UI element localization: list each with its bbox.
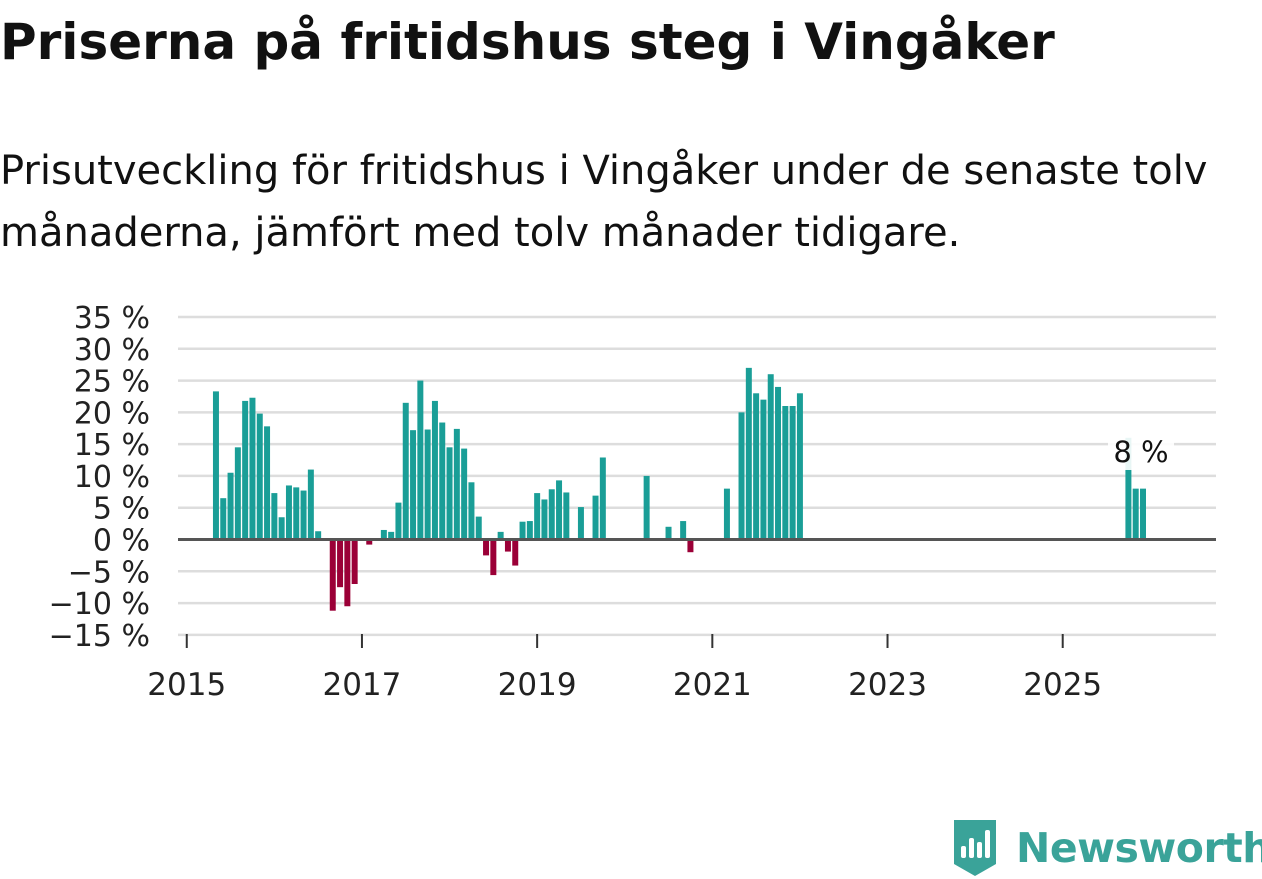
bar <box>402 402 409 540</box>
y-tick-label: 30 % <box>74 333 150 368</box>
bar <box>475 516 482 540</box>
bar <box>417 380 424 540</box>
bar <box>300 490 307 540</box>
x-tick-label: 2015 <box>147 667 226 703</box>
bar <box>775 386 782 540</box>
bar <box>212 391 219 540</box>
bar <box>242 400 249 540</box>
bar <box>760 399 767 540</box>
y-tick-label: −10 % <box>49 587 150 622</box>
bar <box>329 539 336 611</box>
bar <box>599 457 606 540</box>
bar <box>723 488 730 540</box>
x-tick-label: 2025 <box>1023 667 1102 703</box>
bar <box>519 521 526 540</box>
bar <box>789 406 796 540</box>
bar <box>366 539 373 545</box>
y-tick-label: 0 % <box>93 524 150 559</box>
bar <box>453 428 460 540</box>
bar <box>796 393 803 540</box>
bar <box>1132 488 1139 540</box>
bar <box>767 374 774 540</box>
bar <box>307 469 314 540</box>
bar <box>592 495 599 540</box>
x-tick-label: 2019 <box>498 667 577 703</box>
annotation-background <box>1108 432 1175 470</box>
bar <box>315 531 322 540</box>
x-tick-label: 2017 <box>322 667 401 703</box>
bar <box>439 422 446 540</box>
bar <box>388 531 395 540</box>
bar <box>271 493 278 540</box>
brand-logo: Newsworthy <box>950 818 1262 878</box>
bar-series <box>212 367 1146 611</box>
bar <box>1125 437 1132 540</box>
bar <box>410 430 417 540</box>
bar <box>424 429 431 540</box>
bar <box>738 412 745 540</box>
annotations: 8 % <box>1108 432 1175 470</box>
bar <box>541 499 548 540</box>
x-tick-label: 2023 <box>848 667 927 703</box>
bar <box>745 367 752 540</box>
bar <box>431 400 438 540</box>
newsworthy-logo-icon <box>954 820 996 876</box>
bar <box>534 493 541 540</box>
bar <box>264 426 271 540</box>
y-tick-label: 10 % <box>74 460 150 495</box>
bar <box>687 539 694 553</box>
bar <box>483 539 490 556</box>
bar <box>665 526 672 540</box>
bar <box>395 502 402 540</box>
bar <box>504 539 511 552</box>
bar <box>556 480 563 540</box>
bar <box>753 393 760 540</box>
bar <box>468 482 475 540</box>
y-tick-label: 15 % <box>74 428 150 463</box>
bar <box>278 517 285 540</box>
bar <box>344 539 351 607</box>
bar <box>1140 488 1146 540</box>
y-tick-label: 5 % <box>93 492 150 527</box>
y-tick-label: −5 % <box>68 555 150 590</box>
bar <box>526 521 533 540</box>
bar <box>256 413 263 540</box>
bar <box>643 475 650 540</box>
bar <box>337 539 344 588</box>
bar <box>461 448 468 540</box>
bar <box>285 485 292 540</box>
bar <box>512 539 519 566</box>
bar <box>490 539 497 576</box>
bar <box>220 498 227 540</box>
annotation-label: 8 % <box>1113 435 1168 469</box>
x-tick-label: 2021 <box>673 667 752 703</box>
brand-name: Newsworthy <box>1016 824 1262 872</box>
bar <box>380 529 387 540</box>
y-tick-label: −15 % <box>49 619 150 654</box>
bar <box>548 489 555 540</box>
bar <box>446 447 453 540</box>
gridlines <box>178 315 1216 637</box>
bar <box>351 539 358 584</box>
bar <box>227 472 234 540</box>
bar <box>563 492 570 540</box>
y-tick-label: 25 % <box>74 365 150 400</box>
chart-title: Priserna på fritidshus steg i Vingåker <box>0 13 1055 71</box>
bar-chart: 35 %30 %25 %20 %15 %10 %5 %0 %−5 %−10 %−… <box>49 301 1216 703</box>
bar <box>497 531 504 540</box>
bar <box>577 507 584 540</box>
bar <box>234 447 241 540</box>
bar <box>293 487 300 540</box>
bar <box>680 521 687 540</box>
bar <box>249 397 256 540</box>
bar <box>782 406 789 540</box>
y-tick-label: 20 % <box>74 396 150 431</box>
y-tick-label: 35 % <box>74 301 150 336</box>
chart-subtitle: Prisutveckling för fritidshus i Vingåker… <box>0 148 1208 256</box>
axes: 35 %30 %25 %20 %15 %10 %5 %0 %−5 %−10 %−… <box>49 301 1216 703</box>
